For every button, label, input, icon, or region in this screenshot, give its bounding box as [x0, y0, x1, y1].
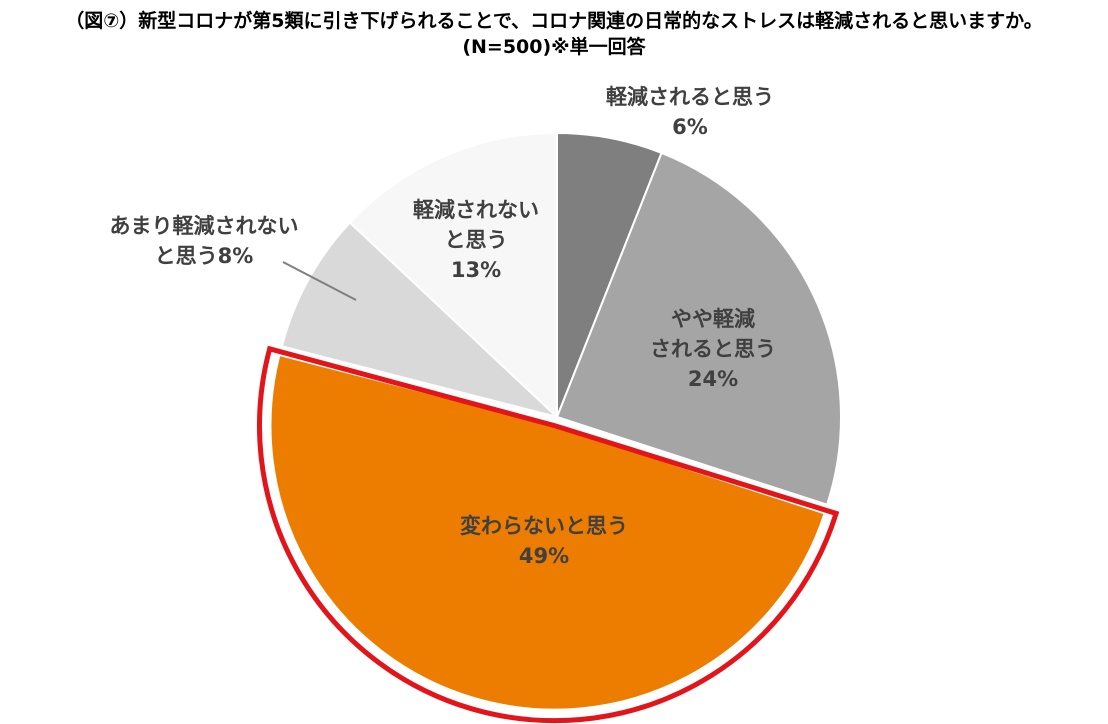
label-slice-6-percent: 軽減されると思う 6%	[606, 85, 774, 139]
label-slice-49-percent: 変わらないと思う 49%	[460, 514, 628, 568]
data-label-text: 変わらないと思う	[460, 514, 628, 538]
data-label-text: 軽減されると思う	[606, 85, 774, 109]
data-label-percent: 6%	[672, 115, 708, 139]
chart-title: （図⑦）新型コロナが第5類に引き下げられることで、コロナ関連の日常的なストレスは…	[0, 8, 1108, 60]
chart-title-line2: (N=500)※単一回答	[462, 36, 646, 58]
pie-slice-24-percent	[555, 151, 842, 507]
pie-slice-49-percent	[269, 353, 826, 711]
data-label-percent: 24%	[688, 367, 738, 391]
leader-line-slice-8-percent	[282, 261, 357, 301]
data-label-text: と思う	[445, 228, 508, 252]
chart-title-line1: （図⑦）新型コロナが第5類に引き下げられることで、コロナ関連の日常的なストレスは…	[65, 10, 1043, 32]
data-label-percent: 49%	[519, 544, 569, 568]
data-label-text: 軽減されない	[413, 198, 539, 222]
pie-slice-8-percent	[280, 221, 558, 418]
data-label-text: やや軽減	[671, 307, 755, 331]
highlight-outline	[257, 345, 840, 724]
data-label-percent: 13%	[451, 258, 501, 282]
data-label-text: と思う8%	[155, 244, 254, 268]
leader-line-slice-6-percent	[606, 169, 641, 214]
data-label-text: されると思う	[650, 337, 776, 361]
pie-slice-13-percent	[348, 131, 558, 420]
data-label-text: あまり軽減されない	[110, 214, 299, 238]
